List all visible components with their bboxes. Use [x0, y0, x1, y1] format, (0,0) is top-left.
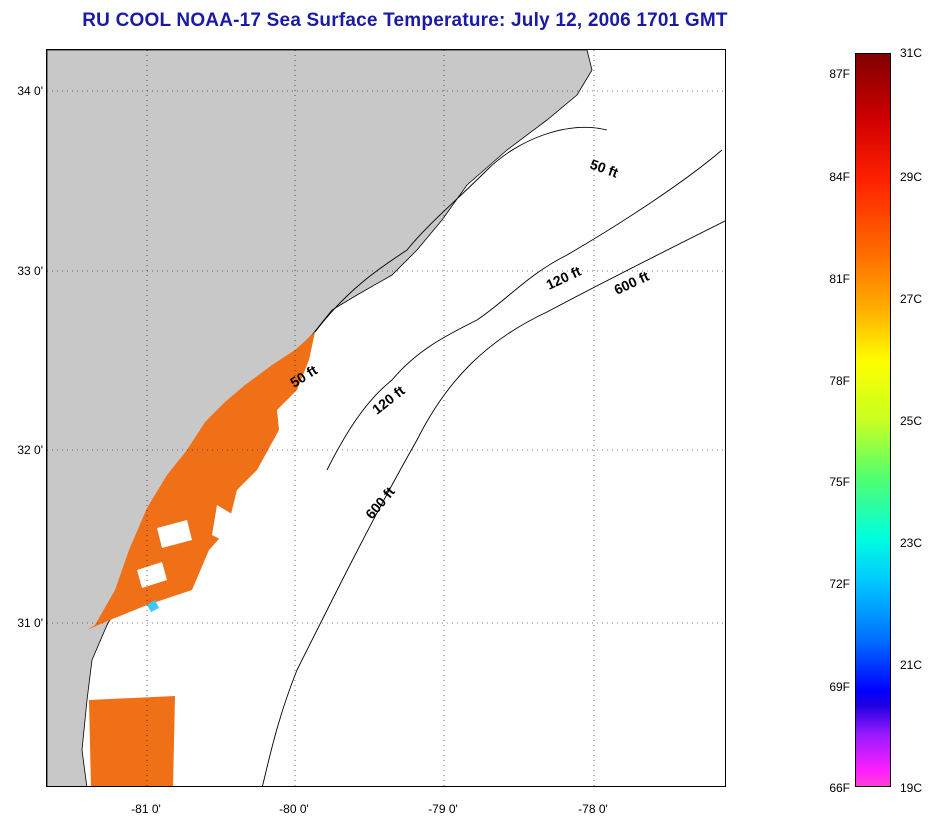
lat-label: 33 0' [17, 264, 43, 278]
contour-label: 120 ft [369, 382, 408, 417]
contour-label: 600 ft [612, 268, 652, 298]
colorbar-f-label: 75F [829, 475, 850, 489]
lon-label: -78 0' [578, 802, 608, 816]
colorbar-c-label: 31C [900, 46, 923, 60]
map-title: RU COOL NOAA-17 Sea Surface Temperature:… [82, 10, 728, 31]
sst-patch-south [89, 696, 175, 786]
contour-label: 600 ft [362, 483, 398, 522]
lat-label: 34 0' [17, 84, 43, 98]
colorbar-c-label: 29C [900, 170, 923, 184]
isobaths [262, 126, 725, 786]
colorbar-f-label: 87F [829, 67, 850, 81]
colorbar-c-label: 19C [900, 781, 923, 795]
lon-label: -81 0' [131, 802, 161, 816]
colorbar-f-label: 69F [829, 680, 850, 694]
colorbar-f-label: 84F [829, 170, 850, 184]
colorbar-f-label: 72F [829, 577, 850, 591]
contour-label: 120 ft [544, 263, 584, 293]
lon-label: -80 0' [279, 802, 309, 816]
colorbar-f-label: 78F [829, 374, 850, 388]
lat-label: 31 0' [17, 616, 43, 630]
colorbar-c-label: 27C [900, 292, 923, 306]
temperature-colorbar [855, 53, 891, 787]
colorbar-c-label: 23C [900, 536, 923, 550]
colorbar-c-label: 21C [900, 658, 923, 672]
contour-label: 50 ft [588, 156, 621, 181]
lat-label: 32 0' [17, 443, 43, 457]
land-mass [47, 50, 593, 786]
colorbar-c-label: 25C [900, 414, 923, 428]
sst-map: 50 ft 50 ft 120 ft 120 ft 600 ft 600 ft [46, 49, 726, 787]
sst-patch-north [87, 332, 315, 630]
graticule [47, 50, 725, 786]
lon-label: -79 0' [428, 802, 458, 816]
colorbar-f-label: 81F [829, 272, 850, 286]
colorbar-f-label: 66F [829, 781, 850, 795]
